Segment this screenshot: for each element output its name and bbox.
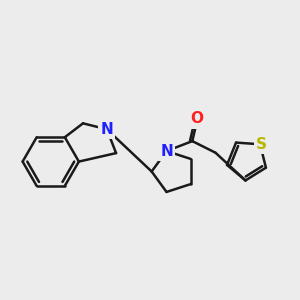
Text: S: S xyxy=(256,137,267,152)
Text: N: N xyxy=(100,122,113,137)
Text: O: O xyxy=(190,112,203,127)
Text: N: N xyxy=(160,144,173,159)
